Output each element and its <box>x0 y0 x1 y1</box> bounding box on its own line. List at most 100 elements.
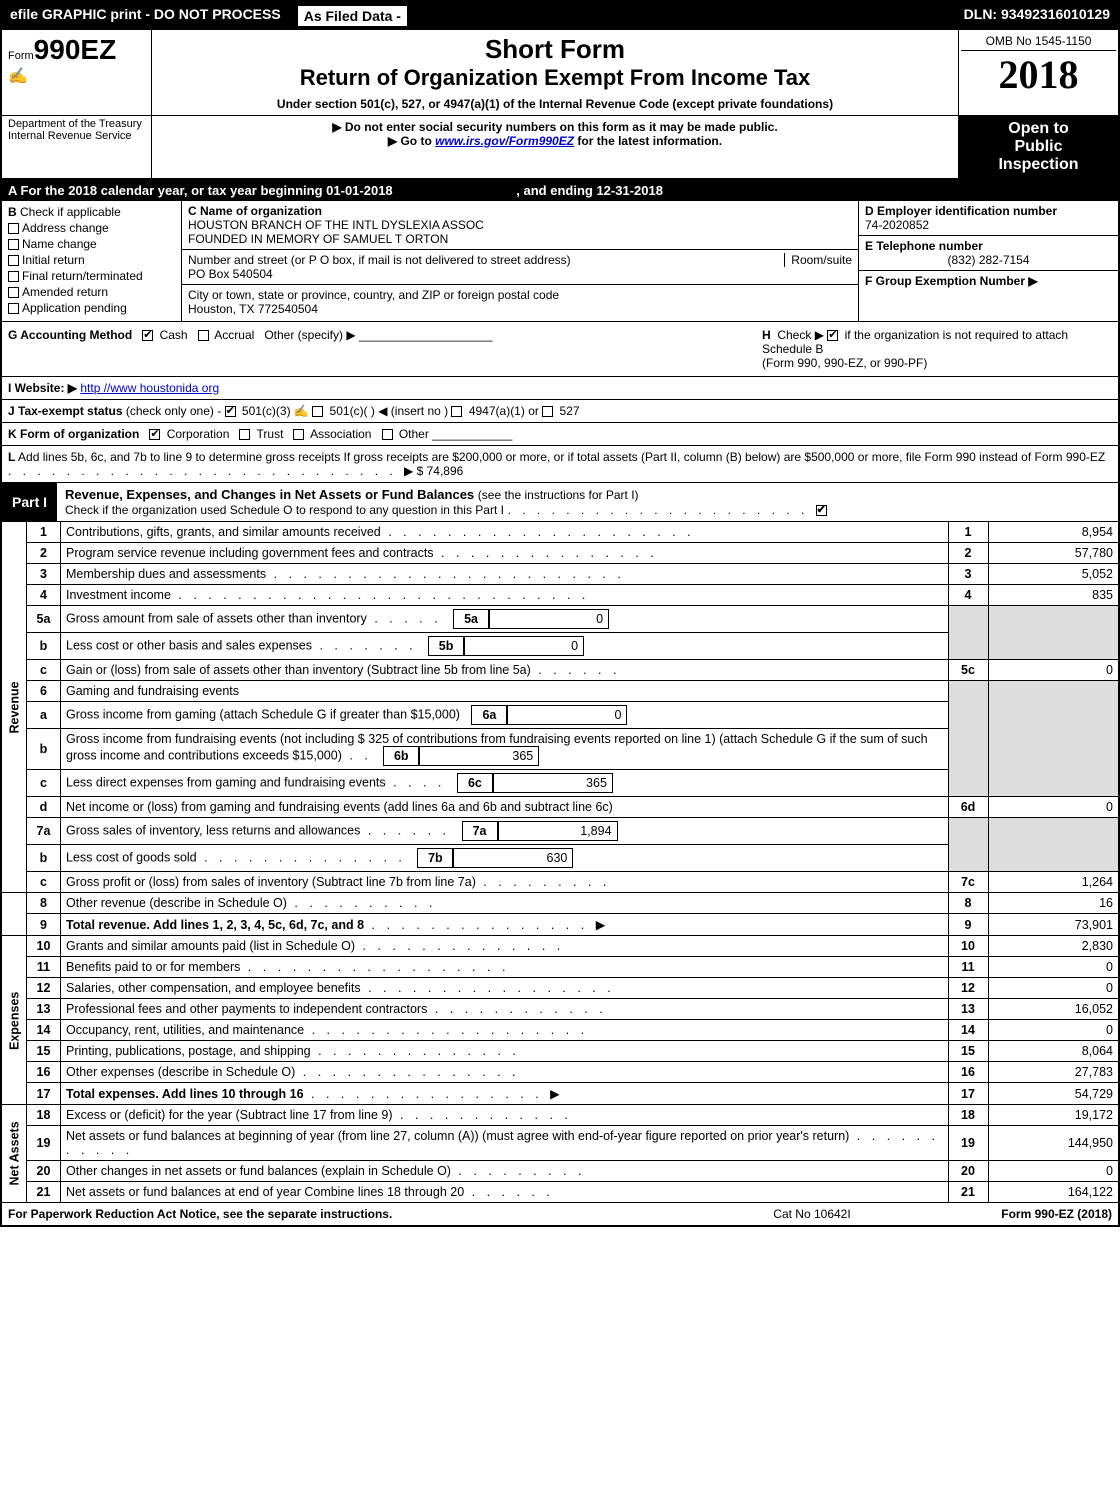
ln18-no: 18 <box>27 1105 61 1126</box>
ln7c-col: 7c <box>948 872 988 893</box>
ln6d-no: d <box>27 797 61 818</box>
ln6a-desc: Gross income from gaming (attach Schedul… <box>61 702 949 729</box>
ln5ab-col-grey <box>948 606 988 660</box>
cb-part1-sched-o[interactable] <box>816 505 827 516</box>
header-center: Short Form Return of Organization Exempt… <box>152 30 958 115</box>
cb-cash[interactable] <box>142 330 153 341</box>
ln6-val-grey <box>988 681 1118 797</box>
ln1-desc: Contributions, gifts, grants, and simila… <box>61 522 949 543</box>
d-value: 74-2020852 <box>865 218 929 232</box>
tax-year: 2018 <box>961 51 1116 98</box>
info-grid: B Check if applicable Address change Nam… <box>2 201 1118 322</box>
cb-application-pending[interactable]: Application pending <box>8 301 175 315</box>
open-public-box: Open to Public Inspection <box>958 116 1118 178</box>
row-h: H Check ▶ if the organization is not req… <box>762 328 1112 370</box>
ln6d-col: 6d <box>948 797 988 818</box>
ln6-desc: Gaming and fundraising events <box>61 681 949 702</box>
footer-right: Form 990-EZ (2018) <box>912 1207 1112 1221</box>
city-value: Houston, TX 772540504 <box>188 302 318 316</box>
ln7c-no: c <box>27 872 61 893</box>
header-right: OMB No 1545-1150 2018 <box>958 30 1118 115</box>
l-label: L <box>8 450 15 464</box>
ln10-val: 2,830 <box>988 936 1118 957</box>
ln5b-desc: Less cost or other basis and sales expen… <box>61 633 949 660</box>
omb-number: OMB No 1545-1150 <box>961 32 1116 51</box>
ln21-desc: Net assets or fund balances at end of ye… <box>61 1182 949 1203</box>
l-amount: ▶ $ 74,896 <box>404 464 463 478</box>
cb-h[interactable] <box>827 330 838 341</box>
pen-icon: ✍ <box>8 66 145 86</box>
ln4-no: 4 <box>27 585 61 606</box>
ln19-desc: Net assets or fund balances at beginning… <box>61 1126 949 1161</box>
cb-4947[interactable] <box>451 406 462 417</box>
asfiled-wrap: As Filed Data - <box>290 2 415 30</box>
ln16-no: 16 <box>27 1062 61 1083</box>
irs-label: Internal Revenue Service <box>8 130 145 142</box>
cb-trust[interactable] <box>239 429 250 440</box>
asfiled-label: As Filed Data - <box>298 6 407 26</box>
ln6c-desc: Less direct expenses from gaming and fun… <box>61 770 949 797</box>
cb-name-change[interactable]: Name change <box>8 237 175 251</box>
street-label: Number and street (or P O box, if mail i… <box>188 253 571 267</box>
ln19-col: 19 <box>948 1126 988 1161</box>
cb-corp[interactable] <box>149 429 160 440</box>
cb-527[interactable] <box>542 406 553 417</box>
cb-address-change[interactable]: Address change <box>8 221 175 235</box>
cb-k-other[interactable] <box>382 429 393 440</box>
form-prefix: Form <box>8 50 34 62</box>
ln20-col: 20 <box>948 1161 988 1182</box>
ln14-val: 0 <box>988 1020 1118 1041</box>
cb-assoc[interactable] <box>293 429 304 440</box>
row-k: K Form of organization Corporation Trust… <box>2 423 1118 446</box>
cb-amended-return[interactable]: Amended return <box>8 285 175 299</box>
under-section: Under section 501(c), 527, or 4947(a)(1)… <box>160 97 950 111</box>
irs-url[interactable]: www.irs.gov/Form990EZ <box>435 134 574 148</box>
ln1-no: 1 <box>27 522 61 543</box>
ln10-col: 10 <box>948 936 988 957</box>
ln11-no: 11 <box>27 957 61 978</box>
ln20-desc: Other changes in net assets or fund bala… <box>61 1161 949 1182</box>
ln8-val: 16 <box>988 893 1118 914</box>
cb-final-return[interactable]: Final return/terminated <box>8 269 175 283</box>
row-g: G Accounting Method Cash Accrual Other (… <box>8 328 762 370</box>
side-netassets: Net Assets <box>2 1105 27 1203</box>
footer-left: For Paperwork Reduction Act Notice, see … <box>8 1207 712 1221</box>
website-url[interactable]: http //www houstonida org <box>80 381 219 395</box>
ln13-val: 16,052 <box>988 999 1118 1020</box>
ln13-desc: Professional fees and other payments to … <box>61 999 949 1020</box>
cb-initial-return[interactable]: Initial return <box>8 253 175 267</box>
ln15-desc: Printing, publications, postage, and shi… <box>61 1041 949 1062</box>
cb-accrual[interactable] <box>198 330 209 341</box>
part1-badge: Part I <box>2 490 57 514</box>
row-a-label: A <box>8 183 17 198</box>
ln14-desc: Occupancy, rent, utilities, and maintena… <box>61 1020 949 1041</box>
lines-table: Revenue 1 Contributions, gifts, grants, … <box>2 522 1118 1202</box>
ln5c-desc: Gain or (loss) from sale of assets other… <box>61 660 949 681</box>
ln13-no: 13 <box>27 999 61 1020</box>
row-a: A For the 2018 calendar year, or tax yea… <box>2 180 1118 201</box>
row-j: J Tax-exempt status (check only one) - 5… <box>2 400 1118 423</box>
ln16-val: 27,783 <box>988 1062 1118 1083</box>
side-revenue: Revenue <box>2 522 27 893</box>
cb-501c[interactable] <box>312 406 323 417</box>
cb-501c3[interactable] <box>225 406 236 417</box>
ln16-col: 16 <box>948 1062 988 1083</box>
j-label: J Tax-exempt status <box>8 404 123 418</box>
short-form-title: Short Form <box>160 34 950 65</box>
row-gh: G Accounting Method Cash Accrual Other (… <box>2 322 1118 377</box>
row-a-text: For the 2018 calendar year, or tax year … <box>21 183 393 198</box>
ln21-no: 21 <box>27 1182 61 1203</box>
goto-link[interactable]: ▶ Go to www.irs.gov/Form990EZ for the la… <box>156 134 954 148</box>
h-text3: (Form 990, 990-EZ, or 990-PF) <box>762 356 927 370</box>
d-label: D Employer identification number <box>865 204 1057 218</box>
ssn-warning: ▶ Do not enter social security numbers o… <box>156 120 954 134</box>
form-990ez-page: efile GRAPHIC print - DO NOT PROCESS As … <box>0 0 1120 1227</box>
ln2-col: 2 <box>948 543 988 564</box>
c-label: C Name of organization <box>188 204 322 218</box>
sub-center: ▶ Do not enter social security numbers o… <box>152 116 958 178</box>
i-label: I Website: ▶ <box>8 381 77 395</box>
ln1-val: 8,954 <box>988 522 1118 543</box>
ln10-no: 10 <box>27 936 61 957</box>
part1-sub: (see the instructions for Part I) <box>478 488 639 502</box>
c-city-cell: City or town, state or province, country… <box>182 285 858 319</box>
